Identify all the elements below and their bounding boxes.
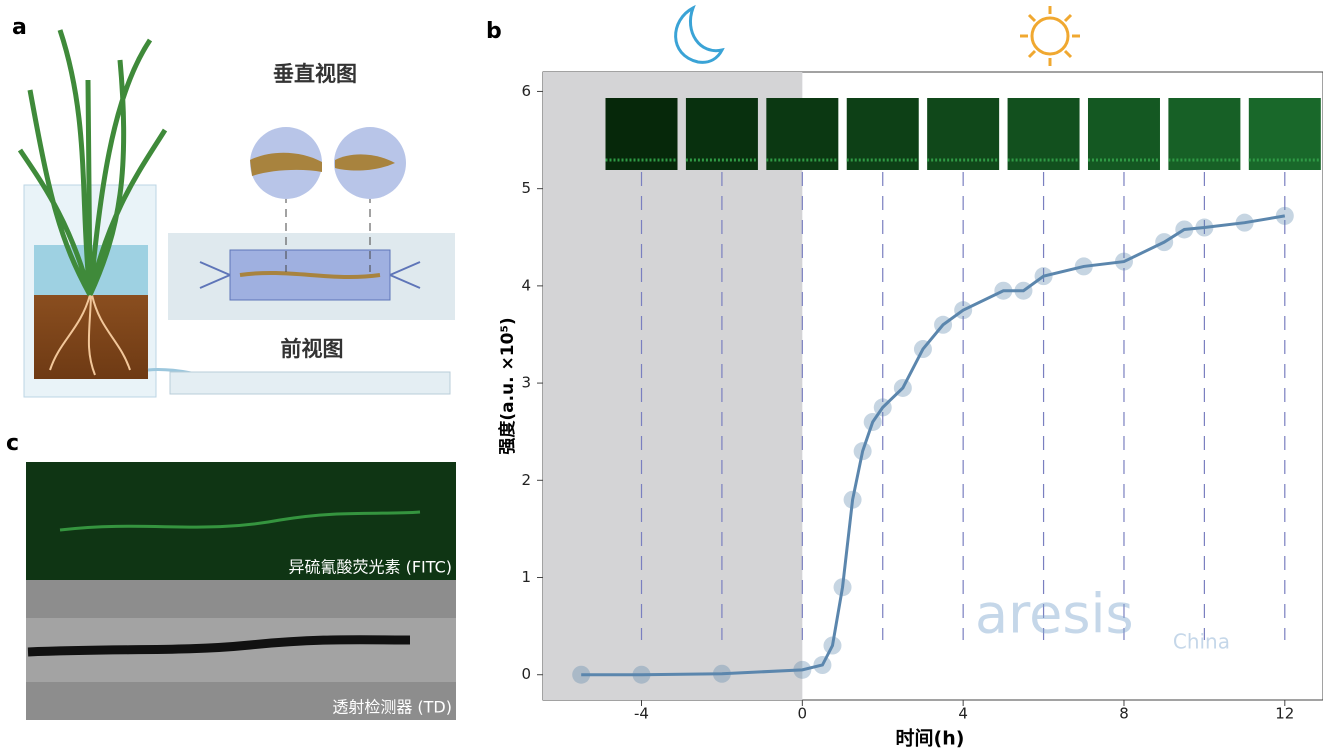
snapshot-image — [846, 98, 919, 170]
x-tick-label: 8 — [1119, 705, 1129, 723]
panel-label: c — [6, 431, 19, 456]
y-tick-label: 1 — [521, 568, 531, 586]
snapshot-image — [927, 98, 1000, 170]
snapshot-image — [1007, 98, 1080, 170]
front-view-label: 前视图 — [281, 337, 344, 361]
series-line — [581, 214, 1286, 677]
plant-illustration: 垂直视图 前视图 — [17, 29, 455, 398]
x-tick-label: -4 — [634, 705, 649, 723]
chip-inlets — [199, 261, 421, 289]
moon-icon — [674, 4, 725, 64]
panel-label: b — [486, 19, 502, 44]
snapshot-image — [766, 98, 839, 170]
y-tick-label: 5 — [521, 179, 531, 197]
microscopy-images: 异硫氰酸荧光素 (FITC) 透射检测器 (TD) — [26, 462, 456, 720]
night-shade — [543, 72, 803, 700]
sun-icon — [1020, 6, 1080, 66]
root-in-chip — [239, 271, 381, 279]
y-tick-label: 3 — [521, 374, 531, 392]
x-tick-label: 12 — [1275, 705, 1294, 723]
panel-label: a — [12, 15, 27, 40]
leaves — [17, 29, 168, 297]
x-tick-label: 0 — [798, 705, 808, 723]
x-axis-label: 时间(h) — [896, 728, 965, 750]
watermark-region: China — [1173, 630, 1230, 654]
snapshot-image — [685, 98, 758, 170]
snapshot-image — [1248, 98, 1321, 170]
fitc-label: 异硫氰酸荧光素 (FITC) — [288, 558, 452, 577]
fitc-image — [26, 462, 456, 580]
root-section — [335, 154, 395, 171]
x-tick-label: 4 — [958, 705, 968, 723]
root-section — [250, 152, 322, 176]
snapshot-image — [1087, 98, 1160, 170]
y-tick-label: 4 — [521, 276, 531, 294]
y-tick-label: 2 — [521, 471, 531, 489]
y-tick-label: 6 — [521, 82, 531, 100]
front-view-chip — [169, 371, 451, 395]
snapshot-image — [605, 98, 678, 170]
y-tick-label: 0 — [521, 665, 531, 683]
top-view-label: 垂直视图 — [273, 62, 357, 86]
y-axis-label: 强度(a.u. ×10⁵) — [497, 317, 518, 454]
td-root — [27, 635, 411, 657]
td-label: 透射检测器 (TD) — [332, 698, 452, 717]
fitc-root — [59, 510, 421, 532]
roots — [49, 294, 131, 376]
watermark-brand: aresis — [975, 583, 1134, 646]
snapshot-image — [1168, 98, 1241, 170]
